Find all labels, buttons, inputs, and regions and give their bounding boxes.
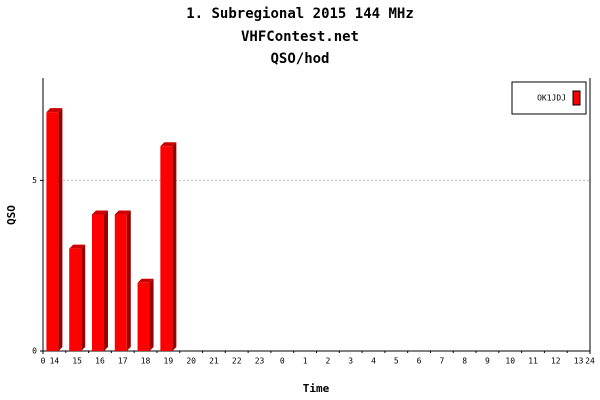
x-tick-label: 1	[303, 357, 308, 366]
bar-top	[160, 142, 177, 147]
x-tick-label: 8	[462, 357, 467, 366]
x-tick-label: 3	[348, 357, 353, 366]
x-tick-label: 18	[141, 357, 151, 366]
x-tick-label: 10	[505, 357, 515, 366]
x-tick-label: 14	[50, 357, 60, 366]
x-tick-label: 5	[394, 357, 399, 366]
x-tick-label: 11	[528, 357, 538, 366]
legend-label: OK1JDJ	[537, 94, 566, 103]
bar-side	[172, 142, 177, 351]
bar-top	[46, 108, 63, 113]
x-tick-label: 4	[371, 357, 376, 366]
bar	[160, 146, 173, 351]
x-tick-label: 15	[72, 357, 82, 366]
legend-swatch	[572, 90, 581, 106]
x-tick-label: 24	[585, 357, 595, 366]
bar	[46, 112, 59, 351]
bar-side	[126, 210, 131, 351]
x-tick-label: 9	[485, 357, 490, 366]
x-tick-label: 6	[417, 357, 422, 366]
bar-side	[103, 210, 108, 351]
x-tick-label: 20	[186, 357, 196, 366]
bar	[137, 282, 150, 351]
bar-side	[81, 244, 86, 351]
x-tick-label: 22	[232, 357, 242, 366]
x-tick-label: 13	[574, 357, 584, 366]
bar-top	[137, 278, 154, 283]
x-tick-label: 2	[325, 357, 330, 366]
x-axis-label: Time	[303, 382, 330, 395]
chart-subtitle: VHFContest.net	[241, 29, 359, 45]
bar-top	[91, 210, 108, 215]
y-tick-label: 5	[32, 176, 37, 185]
y-axis-label: QSO	[5, 205, 18, 225]
x-tick-label: 23	[255, 357, 265, 366]
x-tick-label: 19	[164, 357, 174, 366]
x-tick-label: 12	[551, 357, 561, 366]
x-tick-label: 17	[118, 357, 128, 366]
chart-title: 1. Subregional 2015 144 MHz	[186, 6, 414, 22]
x-tick-label: 0	[280, 357, 285, 366]
bar	[69, 248, 82, 351]
bar	[114, 214, 127, 351]
chart-subtitle: QSO/hod	[270, 51, 329, 67]
x-tick-label: 16	[95, 357, 105, 366]
bar-top	[114, 210, 131, 215]
x-tick-label: 21	[209, 357, 219, 366]
x-tick-label: 7	[439, 357, 444, 366]
bar-side	[58, 108, 63, 351]
bar-top	[69, 244, 86, 249]
bar-side	[149, 278, 154, 351]
y-tick-label: 0	[32, 347, 37, 356]
x-tick-label: 0	[41, 357, 46, 366]
bar	[91, 214, 104, 351]
